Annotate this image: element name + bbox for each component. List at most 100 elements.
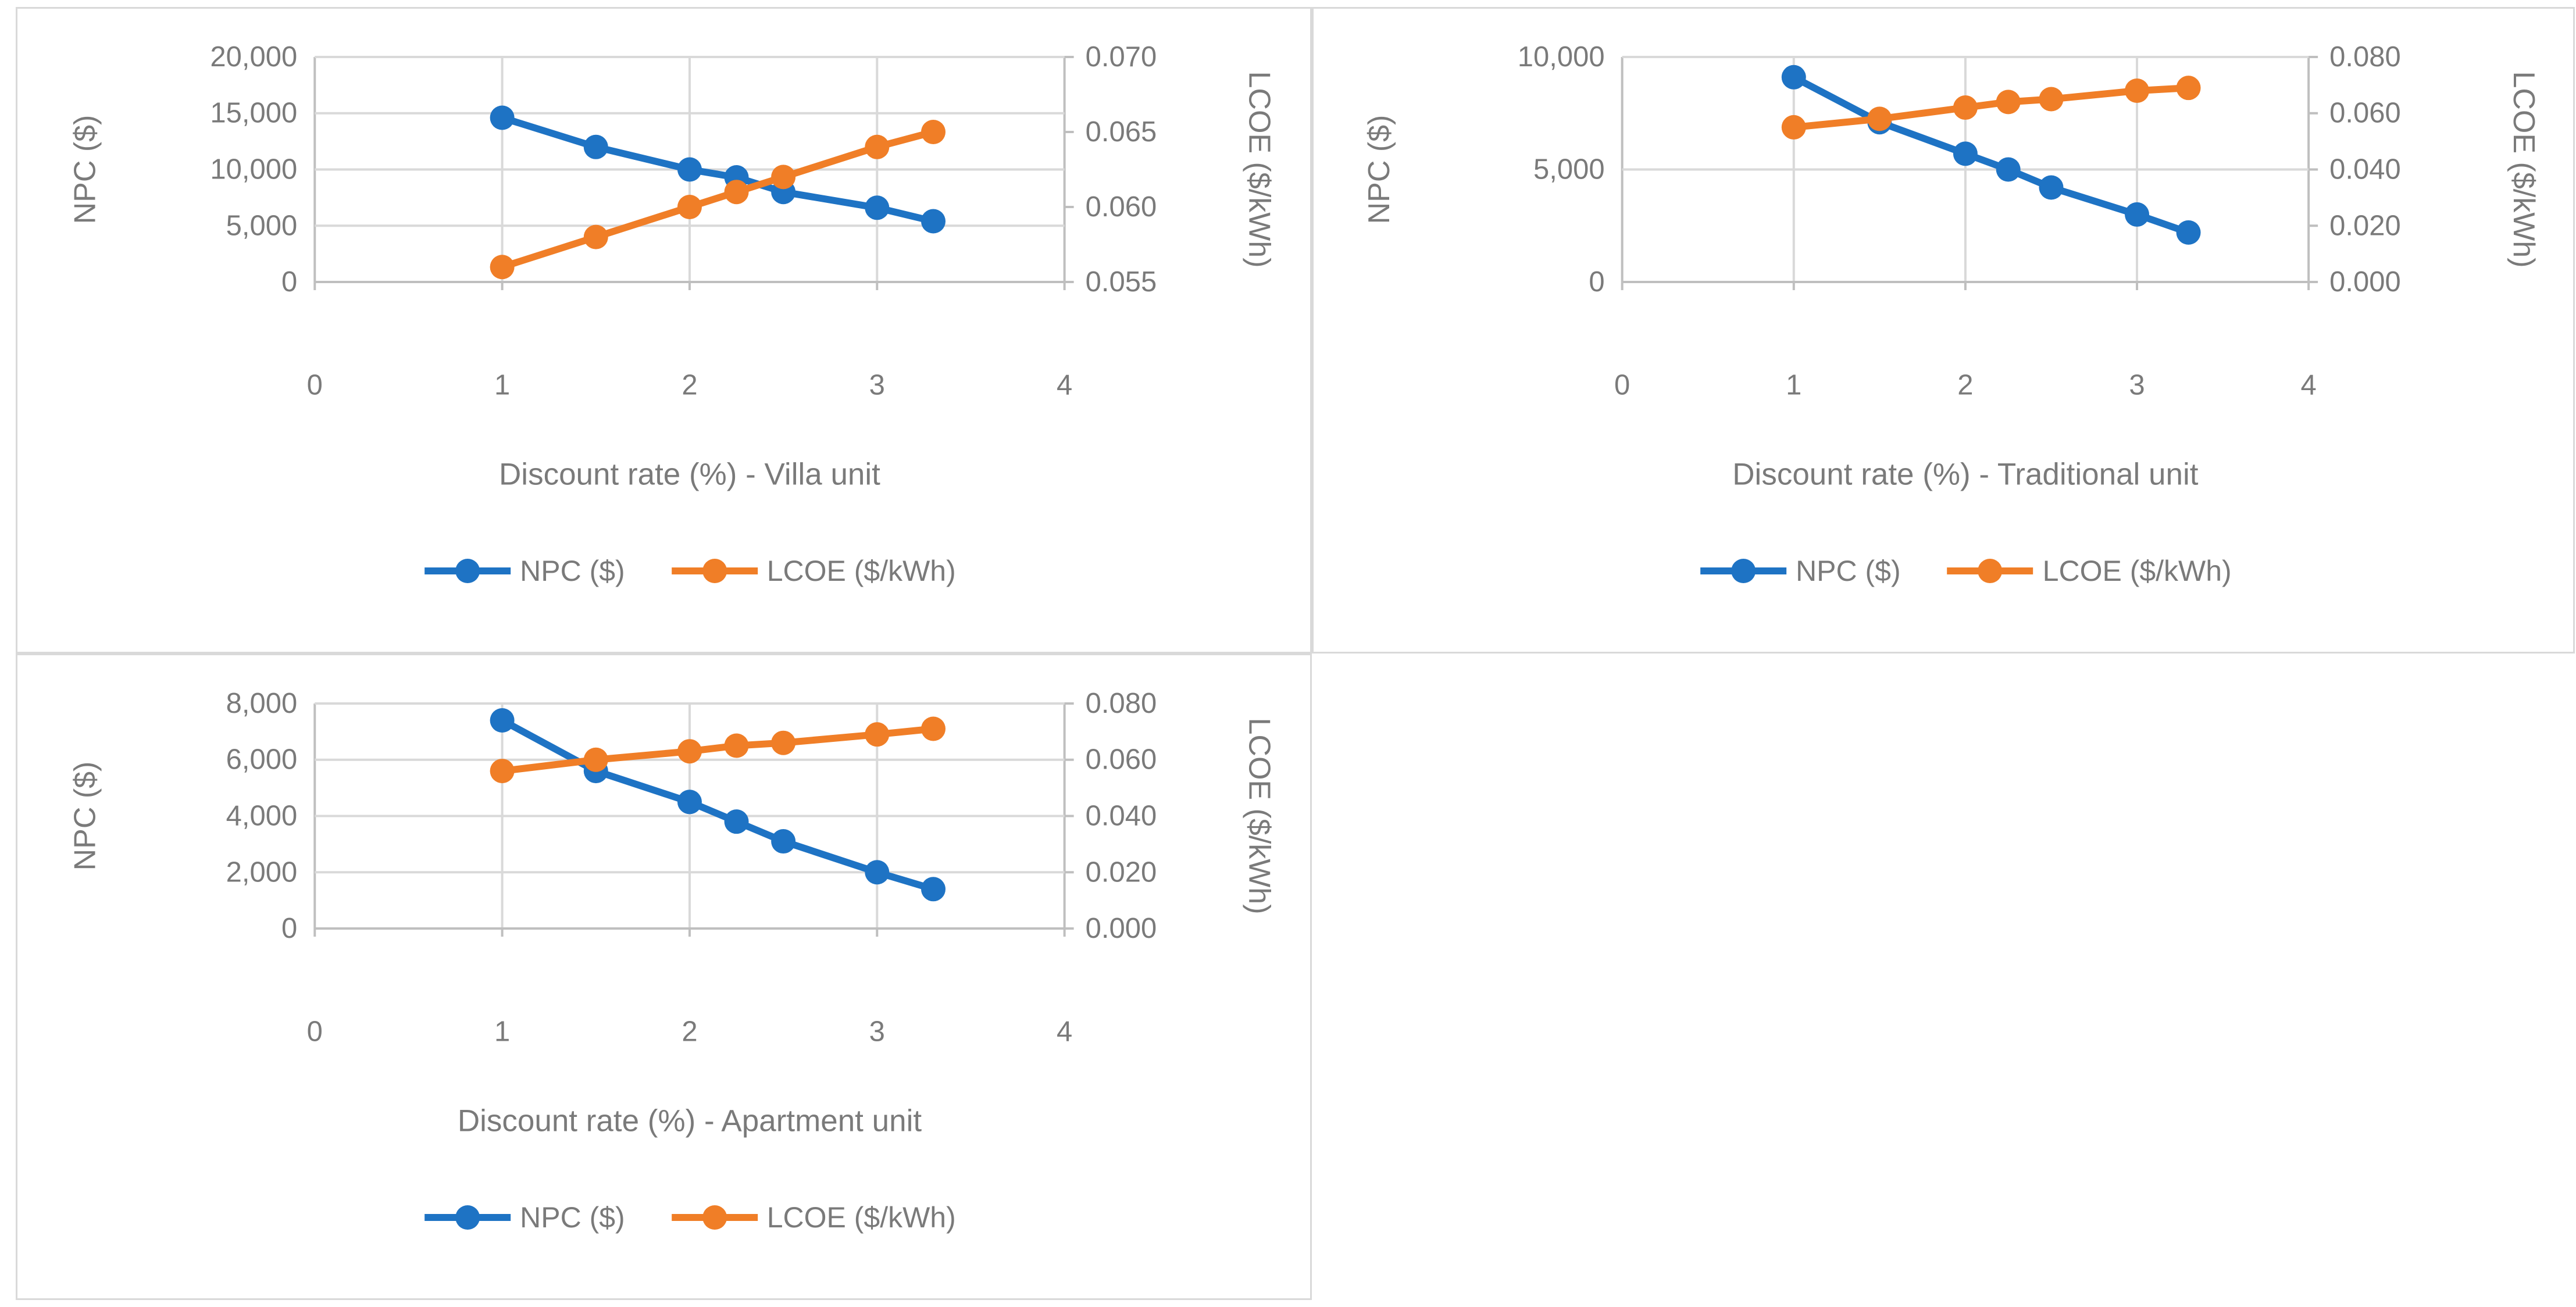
x-tick-label: 2 bbox=[1957, 370, 1973, 401]
lcoe-data-marker bbox=[1953, 95, 1978, 120]
legend-item-lcoe: LCOE ($/kWh) bbox=[670, 1203, 956, 1232]
npc-data-marker bbox=[583, 134, 608, 159]
left-tick-label: 0 bbox=[281, 266, 297, 298]
legend-item-npc: NPC ($) bbox=[423, 556, 625, 585]
npc-data-marker bbox=[2176, 220, 2201, 245]
x-tick-label: 2 bbox=[682, 1016, 697, 1048]
left-tick-label: 4,000 bbox=[226, 801, 298, 832]
left-axis-title: NPC ($) bbox=[68, 115, 102, 224]
right-axis-title: LCOE ($/kWh) bbox=[2507, 71, 2541, 267]
left-tick-label: 10,000 bbox=[1518, 41, 1605, 73]
npc-legend-marker-icon bbox=[424, 559, 511, 584]
right-tick-label: 0.065 bbox=[1086, 116, 1157, 148]
left-tick-label: 15,000 bbox=[210, 98, 297, 129]
npc-data-marker bbox=[677, 790, 702, 815]
npc-data-marker bbox=[490, 708, 515, 733]
lcoe-data-marker bbox=[2039, 87, 2064, 112]
npc-data-marker bbox=[1996, 157, 2021, 182]
lcoe-data-marker bbox=[490, 759, 515, 784]
x-tick-label: 4 bbox=[1057, 1016, 1072, 1048]
right-tick-label: 0.000 bbox=[1086, 913, 1157, 944]
lcoe-data-marker bbox=[583, 747, 608, 772]
left-tick-label: 0 bbox=[281, 913, 297, 944]
legend-item-lcoe: LCOE ($/kWh) bbox=[1946, 556, 2232, 585]
lcoe-data-marker bbox=[490, 255, 515, 280]
lcoe-data-marker bbox=[724, 180, 749, 205]
x-tick-label: 3 bbox=[869, 370, 885, 401]
right-tick-label: 0.080 bbox=[1086, 688, 1157, 719]
lcoe-data-marker bbox=[2125, 78, 2150, 103]
x-tick-label: 1 bbox=[494, 1016, 510, 1048]
lcoe-legend-marker-icon bbox=[671, 559, 758, 584]
traditional-chart-plot: 0 1 2 3 4 0 5,000 10,000 0.000 0.020 0.040 0.060 0.0… bbox=[1362, 41, 2541, 491]
lcoe-legend-marker-icon bbox=[1947, 559, 2033, 584]
lcoe-data-marker bbox=[677, 739, 702, 764]
x-tick-label: 0 bbox=[307, 1016, 323, 1048]
left-axis-title: NPC ($) bbox=[68, 762, 102, 871]
npc-data-marker bbox=[865, 195, 890, 220]
right-tick-label: 0.070 bbox=[1086, 41, 1157, 73]
lcoe-data-marker bbox=[2176, 76, 2201, 101]
right-tick-label: 0.055 bbox=[1086, 266, 1157, 298]
legend-item-lcoe: LCOE ($/kWh) bbox=[670, 556, 956, 585]
x-tick-label: 0 bbox=[1614, 370, 1630, 401]
right-axis-title: LCOE ($/kWh) bbox=[1243, 71, 1276, 267]
right-tick-label: 0.020 bbox=[1086, 856, 1157, 888]
left-tick-label: 8,000 bbox=[226, 688, 298, 719]
lcoe-data-marker bbox=[920, 119, 946, 144]
npc-data-marker bbox=[1781, 65, 1806, 90]
right-tick-label: 0.040 bbox=[1086, 801, 1157, 832]
legend-label-lcoe: LCOE ($/kWh) bbox=[766, 555, 956, 588]
x-axis-title: Discount rate (%) - Apartment unit bbox=[458, 1104, 922, 1138]
lcoe-legend-marker-icon bbox=[671, 1205, 758, 1230]
legend-label-npc: NPC ($) bbox=[1796, 555, 1901, 588]
npc-data-marker bbox=[677, 157, 702, 182]
npc-data-marker bbox=[920, 209, 946, 234]
right-tick-label: 0.060 bbox=[2329, 98, 2401, 129]
legend-item-npc: NPC ($) bbox=[1699, 556, 1901, 585]
legend-label-npc: NPC ($) bbox=[520, 1201, 625, 1234]
right-tick-label: 0.020 bbox=[2329, 210, 2401, 241]
lcoe-data-marker bbox=[677, 195, 702, 220]
right-axis-title: LCOE ($/kWh) bbox=[1243, 717, 1276, 914]
npc-data-marker bbox=[771, 829, 796, 854]
npc-data-marker bbox=[724, 809, 749, 834]
lcoe-data-marker bbox=[771, 730, 796, 755]
x-tick-label: 4 bbox=[1057, 370, 1072, 401]
npc-data-marker bbox=[490, 105, 515, 130]
apartment-chart-legend: NPC ($) LCOE ($/kWh) bbox=[423, 1203, 956, 1232]
right-tick-label: 0.060 bbox=[1086, 744, 1157, 776]
x-tick-label: 3 bbox=[869, 1016, 885, 1048]
right-tick-label: 0.060 bbox=[1086, 191, 1157, 223]
villa-chart-legend: NPC ($) LCOE ($/kWh) bbox=[423, 556, 956, 585]
lcoe-data-marker bbox=[865, 134, 890, 159]
left-tick-label: 20,000 bbox=[210, 41, 297, 73]
legend-item-npc: NPC ($) bbox=[423, 1203, 625, 1232]
left-tick-label: 10,000 bbox=[210, 154, 297, 185]
npc-data-marker bbox=[2125, 202, 2150, 227]
left-tick-label: 5,000 bbox=[1533, 154, 1605, 185]
npc-data-marker bbox=[1953, 141, 1978, 166]
x-tick-label: 1 bbox=[1786, 370, 1801, 401]
right-tick-label: 0.000 bbox=[2329, 266, 2401, 298]
lcoe-data-marker bbox=[583, 224, 608, 249]
lcoe-data-marker bbox=[771, 165, 796, 190]
left-axis-title: NPC ($) bbox=[1362, 115, 1396, 224]
apartment-chart-plot: 0 1 2 3 4 0 2,000 4,000 6,000 8,000 0.000 0.020 0.04… bbox=[68, 688, 1276, 1138]
x-tick-label: 1 bbox=[494, 370, 510, 401]
right-tick-label: 0.040 bbox=[2329, 154, 2401, 185]
npc-legend-marker-icon bbox=[424, 1205, 511, 1230]
x-axis-title: Discount rate (%) - Villa unit bbox=[499, 457, 880, 491]
npc-legend-marker-icon bbox=[1700, 559, 1787, 584]
left-tick-label: 0 bbox=[1589, 266, 1604, 298]
right-tick-label: 0.080 bbox=[2329, 41, 2401, 73]
left-tick-label: 6,000 bbox=[226, 744, 298, 776]
chart-panel-apartment: 0 1 2 3 4 0 2,000 4,000 6,000 8,000 0.000 0.020 0.04… bbox=[16, 654, 1312, 1300]
lcoe-data-marker bbox=[724, 733, 749, 758]
villa-chart-plot: 0 1 2 3 4 0 5,000 10,000 15,000 20,000 0.055 0.060 0… bbox=[68, 41, 1276, 491]
x-tick-label: 0 bbox=[307, 370, 323, 401]
lcoe-data-marker bbox=[1781, 115, 1806, 140]
x-axis-title: Discount rate (%) - Traditional unit bbox=[1732, 457, 2198, 491]
legend-label-lcoe: LCOE ($/kWh) bbox=[2042, 555, 2232, 588]
